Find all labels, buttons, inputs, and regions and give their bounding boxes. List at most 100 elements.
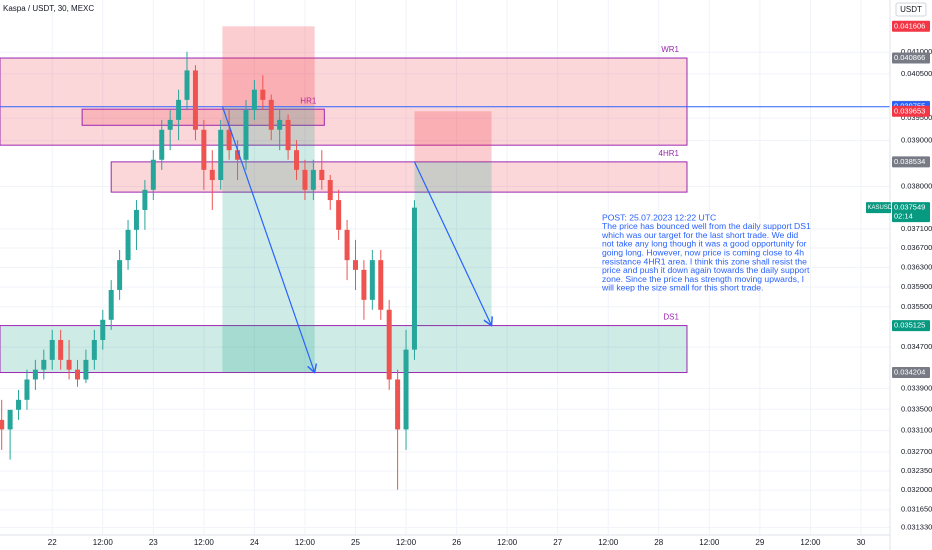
annotation-line: zone. Since the price has strength movin… bbox=[602, 274, 804, 284]
zone-label: HR1 bbox=[300, 96, 317, 105]
zone-label: WR1 bbox=[661, 45, 679, 54]
y-tick-label: 0.034700 bbox=[901, 342, 932, 351]
last-symbol: KASUSDT bbox=[868, 205, 897, 211]
y-tick-label: 0.032350 bbox=[901, 466, 932, 475]
candle-body bbox=[125, 229, 131, 261]
candle-body bbox=[294, 150, 300, 170]
candle-body bbox=[302, 169, 308, 190]
annotation-line: going long. However, now price is coming… bbox=[602, 247, 804, 257]
x-tick-label: 12:00 bbox=[598, 538, 619, 547]
zone bbox=[0, 325, 688, 374]
annotation-line: POST: 25.07.2023 12:22 UTC bbox=[602, 212, 716, 222]
x-tick-label: 26 bbox=[452, 538, 461, 547]
candle-body bbox=[0, 419, 5, 430]
y-tick-label: 0.040500 bbox=[901, 69, 932, 78]
candle-body bbox=[327, 180, 333, 201]
annotation-line: will keep the size small for this short … bbox=[601, 283, 763, 293]
price-label: 0.035125 bbox=[894, 321, 925, 330]
y-tick-label: 0.035500 bbox=[901, 302, 932, 311]
annotation-line: resistance 4HR1 area. I think this zone … bbox=[602, 256, 807, 266]
candle-body bbox=[218, 129, 224, 181]
last-price-box bbox=[892, 202, 930, 223]
trend-arrow bbox=[221, 106, 314, 372]
y-tick-label: 0.037100 bbox=[901, 224, 932, 233]
candle-body bbox=[16, 399, 22, 410]
x-tick-label: 28 bbox=[654, 538, 663, 547]
x-tick-label: 24 bbox=[250, 538, 259, 547]
y-tick-label: 0.033500 bbox=[901, 404, 932, 413]
candle-body bbox=[150, 159, 156, 190]
chart-title: Kaspa / USDT, 30, MEXC bbox=[3, 4, 94, 13]
y-tick-label: 0.041000 bbox=[901, 47, 932, 56]
price-label: 0.041606 bbox=[894, 21, 925, 30]
annotation-line: which was our target for the last short … bbox=[601, 230, 798, 240]
candle-body bbox=[361, 269, 367, 300]
candle-body bbox=[58, 339, 64, 360]
candle-body bbox=[32, 369, 38, 380]
candle-body bbox=[75, 369, 81, 380]
currency[interactable]: USDT bbox=[900, 5, 922, 14]
plot: WR1 HR1 4HR1 DS1 bbox=[0, 0, 890, 535]
y-tick-label: 0.031330 bbox=[901, 523, 932, 532]
candle-body bbox=[24, 379, 30, 400]
candle-body bbox=[369, 260, 375, 300]
x-tick-label: 12:00 bbox=[699, 538, 720, 547]
x-tick-label: 12:00 bbox=[93, 538, 114, 547]
candle-body bbox=[251, 89, 257, 111]
candle-body bbox=[49, 339, 55, 360]
zone-label: DS1 bbox=[663, 313, 679, 322]
trend-arrow bbox=[413, 161, 491, 326]
x-tick-label: 29 bbox=[755, 538, 764, 547]
candle-body bbox=[395, 379, 401, 430]
candle-body bbox=[142, 189, 148, 210]
candle-body bbox=[108, 289, 114, 320]
candle-body bbox=[226, 129, 232, 151]
zone bbox=[81, 108, 325, 126]
candle-body bbox=[285, 119, 291, 151]
x-tick-label: 27 bbox=[553, 538, 562, 547]
candle-body bbox=[133, 209, 139, 230]
y-tick-label: 0.031650 bbox=[901, 505, 932, 514]
candle-body bbox=[7, 409, 13, 430]
candle-body bbox=[243, 110, 249, 160]
candle-body bbox=[83, 359, 89, 380]
candle-body bbox=[386, 309, 392, 380]
price-label: 0.039653 bbox=[894, 106, 925, 115]
candle-body bbox=[176, 99, 182, 120]
candle-body bbox=[319, 169, 325, 181]
price-label: 0.038534 bbox=[894, 157, 925, 166]
price-label-box bbox=[892, 20, 930, 32]
annotation-line: not take any long though it was a good o… bbox=[602, 239, 807, 249]
candle-body bbox=[403, 349, 409, 430]
candle-body bbox=[184, 70, 190, 100]
position-risk bbox=[222, 26, 315, 107]
zone-label: 4HR1 bbox=[659, 149, 680, 158]
candle-body bbox=[100, 319, 106, 340]
annotation-line: price and push it down again towards the… bbox=[602, 265, 810, 275]
y-tick-label: 0.032700 bbox=[901, 447, 932, 456]
candle-body bbox=[411, 207, 417, 350]
x-tick-label: 12:00 bbox=[800, 538, 821, 547]
currency-box[interactable] bbox=[895, 2, 927, 17]
zone bbox=[110, 161, 688, 193]
y-tick-label: 0.038000 bbox=[901, 182, 932, 191]
x-tick-label: 30 bbox=[856, 538, 865, 547]
x-tick-label: 12:00 bbox=[396, 538, 417, 547]
candle-body bbox=[209, 169, 215, 181]
y-tick-label: 0.033100 bbox=[901, 426, 932, 435]
x-tick-label: 12:00 bbox=[194, 538, 215, 547]
x-tick-label: 12:00 bbox=[295, 538, 316, 547]
last-price: 0.037549 bbox=[894, 203, 925, 212]
candle-body bbox=[66, 359, 72, 370]
y-tick-label: 0.033900 bbox=[901, 383, 932, 392]
last-symbol-box bbox=[866, 202, 891, 214]
price-label-box bbox=[892, 320, 930, 332]
position-risk bbox=[414, 111, 492, 162]
price-label: 0.040866 bbox=[894, 53, 925, 62]
candle-body bbox=[344, 229, 350, 261]
price-label-box bbox=[892, 105, 930, 117]
candle-body bbox=[260, 89, 266, 100]
candle-body bbox=[336, 200, 342, 230]
